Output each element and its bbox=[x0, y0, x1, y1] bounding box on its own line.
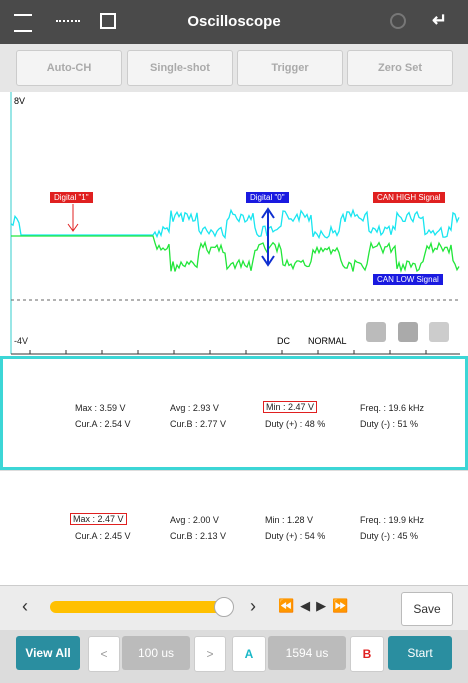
stat: Min : 1.28 V bbox=[265, 515, 314, 525]
scope-button[interactable] bbox=[366, 322, 386, 342]
title: Oscilloscope bbox=[187, 13, 281, 30]
toolbar-button[interactable]: Trigger bbox=[237, 50, 343, 86]
stat: Cur.A : 2.54 V bbox=[75, 419, 131, 429]
scope-display bbox=[10, 92, 460, 355]
settings-icon[interactable] bbox=[14, 14, 32, 32]
save-button[interactable]: Save bbox=[401, 592, 453, 626]
scope-button[interactable] bbox=[429, 322, 449, 342]
next-icon[interactable]: › bbox=[250, 596, 256, 616]
annotation: Digital "0" bbox=[246, 192, 289, 203]
scope-button[interactable] bbox=[398, 322, 418, 342]
save-icon[interactable] bbox=[100, 13, 116, 29]
stat: Avg : 2.00 V bbox=[170, 515, 219, 525]
can-high-trace bbox=[10, 208, 460, 240]
toolbar-button[interactable]: Auto-CH bbox=[16, 50, 122, 86]
stat: Duty (+) : 54 % bbox=[265, 531, 326, 541]
stat: Min : 2.47 V bbox=[263, 401, 318, 413]
next-button[interactable]: > bbox=[194, 636, 226, 672]
stat: Cur.B : 2.77 V bbox=[170, 419, 227, 429]
view-all-button[interactable]: View All bbox=[16, 636, 80, 670]
arrow-head bbox=[67, 223, 79, 232]
stats-panel[interactable]: Max : 2.47 V Avg : 2.00 V Min : 1.28 V F… bbox=[0, 470, 468, 585]
transport-icons[interactable]: ⏪◀▶⏩ bbox=[278, 598, 355, 613]
annotation: Digital "1" bbox=[50, 192, 93, 203]
stat: Duty (-) : 45 % bbox=[360, 531, 419, 541]
toolbar-button[interactable]: Zero Set bbox=[347, 50, 453, 86]
stat: Max : 2.47 V bbox=[70, 513, 127, 525]
back-icon[interactable]: ↵ bbox=[432, 10, 448, 30]
bottom-voltage: -4V bbox=[14, 336, 29, 346]
annotation: CAN HIGH Signal bbox=[373, 192, 445, 203]
arrow-head bbox=[261, 255, 275, 267]
refresh-icon[interactable] bbox=[390, 13, 406, 29]
wave-icon[interactable] bbox=[56, 20, 80, 24]
stat: Duty (+) : 48 % bbox=[265, 419, 326, 429]
cursor-time: 1594 us bbox=[268, 636, 346, 670]
stats-panel[interactable]: Max : 3.59 V Avg : 2.93 V Min : 2.47 V F… bbox=[0, 356, 468, 470]
prev-icon[interactable]: ‹ bbox=[22, 596, 28, 616]
trigger-mode: NORMAL bbox=[308, 336, 347, 346]
cursor-a-button[interactable]: A bbox=[232, 636, 266, 672]
top-voltage: 8V bbox=[14, 96, 26, 106]
header-bar: Oscilloscope ↵ bbox=[0, 0, 468, 44]
playback-bar: ‹ › ⏪◀▶⏩ Save bbox=[0, 585, 468, 631]
toolbar-button[interactable]: Single-shot bbox=[127, 50, 233, 86]
stat: Duty (-) : 51 % bbox=[360, 419, 419, 429]
stat: Freq. : 19.6 kHz bbox=[360, 403, 425, 413]
stat: Cur.A : 2.45 V bbox=[75, 531, 131, 541]
annotation: CAN LOW Signal bbox=[373, 274, 443, 285]
start-button[interactable]: Start bbox=[388, 636, 452, 670]
stat: Max : 3.59 V bbox=[75, 403, 126, 413]
cursor-b-button[interactable]: B bbox=[350, 636, 384, 672]
time-div: 100 us bbox=[122, 636, 190, 670]
slider-track[interactable] bbox=[50, 601, 230, 613]
prev-button[interactable]: < bbox=[88, 636, 120, 672]
arrow-head bbox=[261, 207, 275, 219]
can-low-trace bbox=[11, 235, 460, 273]
slider-thumb[interactable] bbox=[214, 597, 234, 617]
coupling: DC bbox=[277, 336, 290, 346]
stat: Cur.B : 2.13 V bbox=[170, 531, 227, 541]
stat: Freq. : 19.9 kHz bbox=[360, 515, 425, 525]
stat: Avg : 2.93 V bbox=[170, 403, 219, 413]
